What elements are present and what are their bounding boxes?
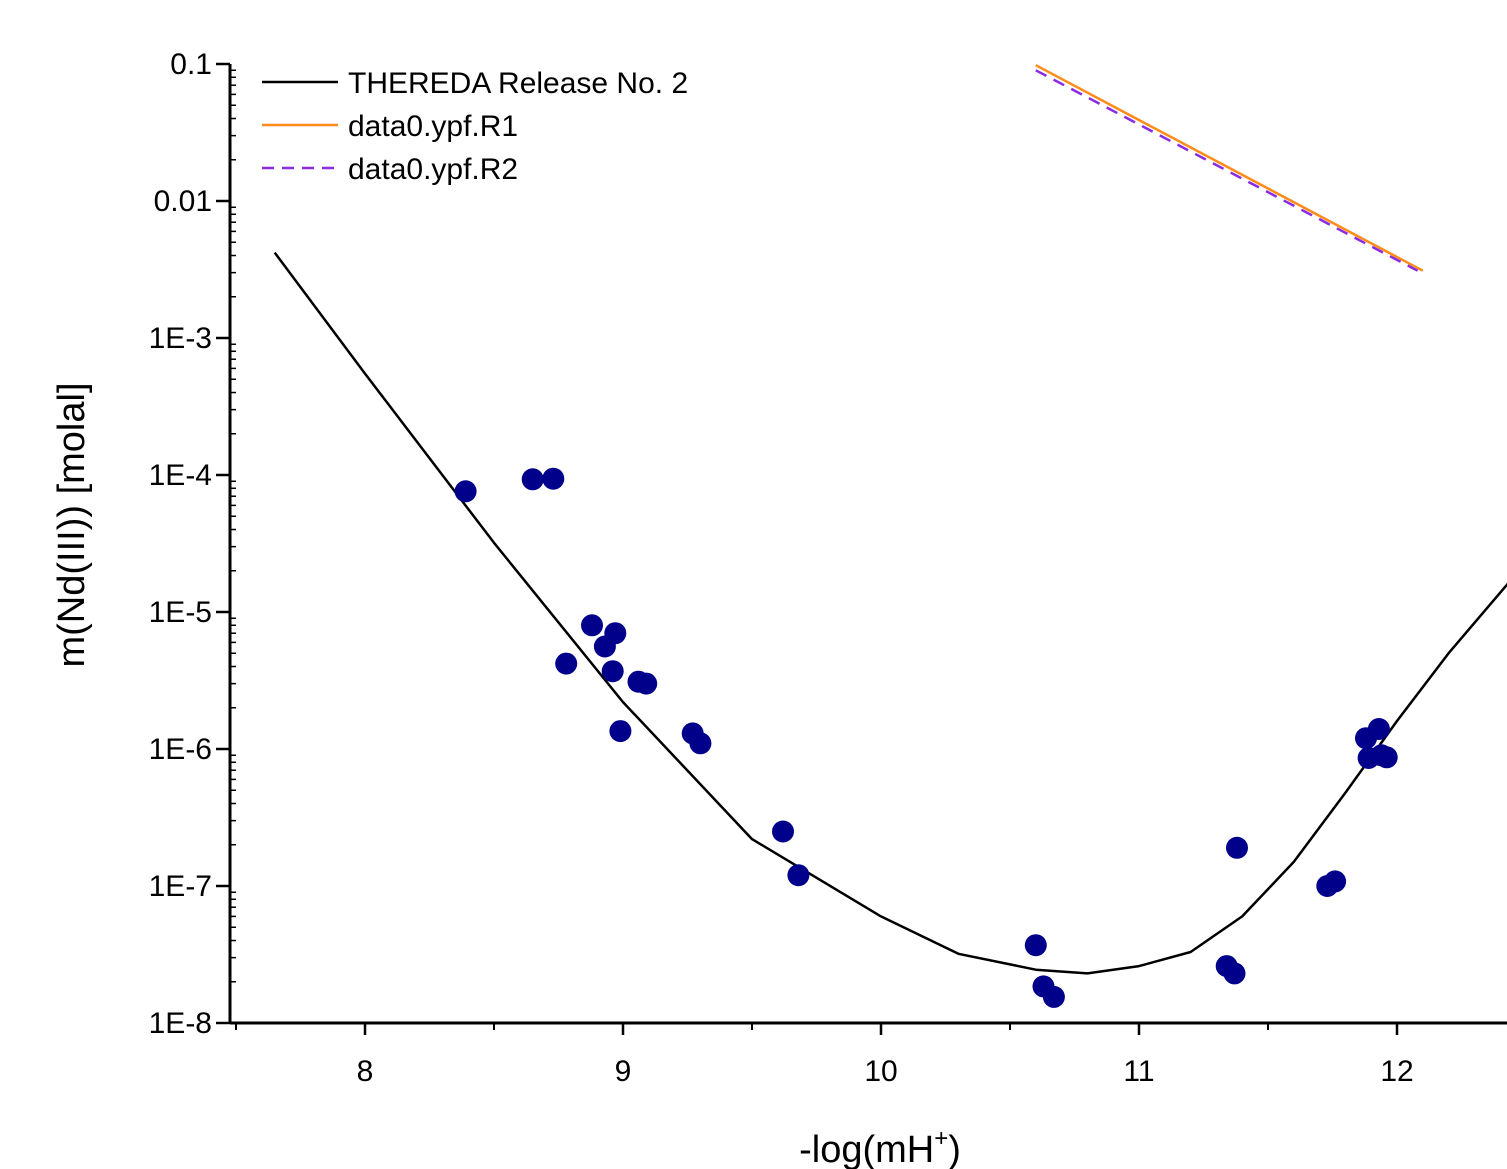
data-point xyxy=(1024,934,1047,957)
x-tick-label: 11 xyxy=(1123,1055,1154,1088)
y-ticks: 1E-8 1E-7 1E-6 1E-5 1E-4 1E-3 0.01 0.1 xyxy=(149,48,236,1040)
x-axis-title: -log(mH+) xyxy=(799,1125,961,1169)
data-point xyxy=(635,672,658,695)
series-line-thereda-release-no-2 xyxy=(273,251,1507,975)
data-point xyxy=(1226,836,1248,859)
legend-label: THEREDA Release No. 2 xyxy=(348,67,688,100)
data-point xyxy=(581,614,603,637)
data-point xyxy=(609,720,632,743)
y-tick-label: 0.1 xyxy=(170,48,212,81)
series-line-data0-ypf-r2 xyxy=(1035,69,1419,272)
data-point xyxy=(1042,985,1065,1008)
y-tick-label: 1E-5 xyxy=(149,596,212,629)
data-point xyxy=(1223,962,1246,985)
y-tick-label: 1E-4 xyxy=(149,459,212,492)
y-tick-label: 1E-8 xyxy=(149,1007,212,1040)
data-point xyxy=(601,660,624,683)
series-line-data0-ypf-r1 xyxy=(1035,64,1424,272)
data-point xyxy=(787,864,810,887)
data-point xyxy=(542,467,565,490)
data-point xyxy=(555,652,578,675)
legend: THEREDA Release No. 2 data0.ypf.R1 data0.y… xyxy=(262,67,688,186)
data-point xyxy=(1324,870,1347,893)
x-axis-title-sup: + xyxy=(934,1125,948,1152)
y-tick-label: 0.01 xyxy=(154,185,212,218)
data-point xyxy=(772,820,794,843)
data-points xyxy=(454,467,1398,1008)
data-point xyxy=(689,732,712,755)
legend-label: data0.ypf.R2 xyxy=(348,153,518,186)
x-tick-label: 8 xyxy=(357,1055,374,1088)
x-tick-label: 10 xyxy=(864,1055,897,1088)
y-tick-label: 1E-7 xyxy=(149,870,212,903)
axes: 8 9 10 11 12 1E-8 1E-7 1E-6 1E-5 1E-4 1E-3 0.01 0.1 xyxy=(149,48,1507,1088)
y-tick-label: 1E-3 xyxy=(149,322,212,355)
data-point xyxy=(604,622,627,645)
x-tick-label: 9 xyxy=(615,1055,632,1088)
y-axis-title: m(Nd(III)) [molal] xyxy=(51,383,93,668)
x-tick-label: 12 xyxy=(1380,1055,1413,1088)
data-point xyxy=(1367,718,1390,740)
x-ticks: 8 9 10 11 12 xyxy=(235,1023,1414,1088)
y-tick-label: 1E-6 xyxy=(149,733,212,766)
series-lines xyxy=(273,64,1507,975)
plot-area xyxy=(273,64,1507,1008)
data-point xyxy=(1375,746,1398,769)
data-point xyxy=(521,468,544,491)
data-point xyxy=(454,480,477,503)
legend-label: data0.ypf.R1 xyxy=(348,110,518,143)
